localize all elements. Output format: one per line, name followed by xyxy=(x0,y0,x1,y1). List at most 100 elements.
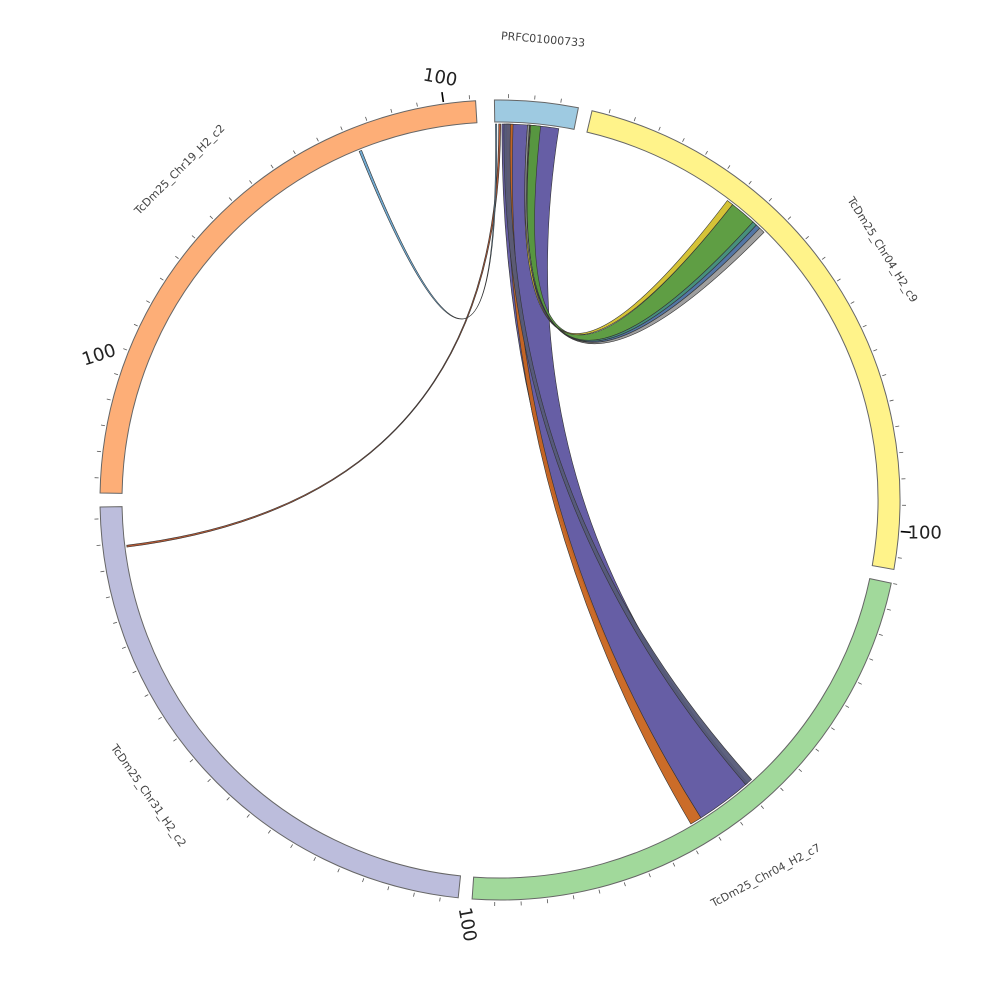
segment-tcdm25-chr04-h2-c9 xyxy=(586,110,901,571)
minor-tick xyxy=(390,108,393,113)
link-prfc01000733-to-tcdm25-chr04-h2-c7 xyxy=(503,123,753,786)
minor-tick xyxy=(146,300,150,304)
minor-tick xyxy=(313,857,316,861)
segment-tcdm25-chr04-h2-c7 xyxy=(471,577,892,901)
minor-tick xyxy=(787,216,792,220)
minor-tick xyxy=(889,399,894,402)
major-tick xyxy=(900,530,911,534)
minor-tick xyxy=(815,748,820,752)
tick-label-100: 100 xyxy=(421,64,458,91)
minor-tick xyxy=(189,759,194,763)
segment-label-prfc01000733: PRFC01000733 xyxy=(500,29,585,49)
minor-tick xyxy=(123,348,128,351)
minor-tick xyxy=(805,236,809,240)
minor-tick xyxy=(718,836,722,841)
segments-layer xyxy=(99,99,901,901)
ticks-layer xyxy=(94,91,911,906)
tick-label-100: 100 xyxy=(79,340,118,371)
minor-tick xyxy=(113,621,118,624)
minor-tick xyxy=(228,197,233,201)
minor-tick xyxy=(106,398,111,401)
minor-tick xyxy=(572,895,575,900)
minor-tick xyxy=(209,215,214,220)
minor-tick xyxy=(158,716,162,720)
minor-tick xyxy=(175,255,179,259)
segment-label-tcdm25-chr31-h2-c2: TcDm25_Chr31_H2_c2 xyxy=(108,741,189,849)
minor-tick xyxy=(114,373,119,376)
minor-tick xyxy=(893,583,898,585)
major-tick xyxy=(441,91,445,103)
minor-tick xyxy=(270,164,274,169)
link-prfc01000733-to-tcdm25-chr04-h2-c9 xyxy=(525,124,754,341)
minor-tick xyxy=(882,374,887,377)
segment-tcdm25-chr19-h2-c2 xyxy=(99,100,478,494)
tick-label-100: 100 xyxy=(908,522,942,543)
minor-tick xyxy=(133,323,138,327)
segment-prfc01000733 xyxy=(493,99,579,130)
minor-tick xyxy=(598,889,601,894)
minor-tick xyxy=(873,349,878,352)
segment-label-tcdm25-chr04-h2-c9: TcDm25_Chr04_H2_c9 xyxy=(844,194,920,305)
minor-tick xyxy=(413,892,415,897)
minor-tick xyxy=(682,138,685,143)
minor-tick xyxy=(623,882,626,887)
minor-tick xyxy=(878,633,883,636)
minor-tick xyxy=(267,829,271,834)
minor-tick xyxy=(869,658,874,661)
minor-tick xyxy=(658,126,661,131)
minor-tick xyxy=(897,557,902,559)
minor-tick xyxy=(895,425,900,428)
minor-tick xyxy=(159,277,164,281)
link-prfc01000733-to-tcdm25-chr04-h2-c9 xyxy=(524,124,765,344)
link-prfc01000733-to-tcdm25-chr19-h2-c2 xyxy=(358,123,498,320)
minor-tick xyxy=(132,670,137,674)
minor-tick xyxy=(760,805,764,809)
minor-tick xyxy=(144,694,149,697)
minor-tick xyxy=(340,126,343,131)
minor-tick xyxy=(105,596,110,599)
minor-tick xyxy=(831,727,835,731)
minor-tick xyxy=(387,886,390,891)
minor-tick xyxy=(173,738,177,742)
minor-tick xyxy=(780,787,784,792)
minor-tick xyxy=(100,570,105,573)
minor-tick xyxy=(672,862,676,867)
minor-tick xyxy=(798,768,802,772)
minor-tick xyxy=(316,137,319,142)
tick-label-100: 100 xyxy=(454,906,481,943)
minor-tick xyxy=(748,180,752,185)
minor-tick xyxy=(121,646,126,649)
minor-tick xyxy=(705,150,708,155)
minor-tick xyxy=(362,878,365,883)
minor-tick xyxy=(857,682,862,685)
minor-tick xyxy=(740,821,744,826)
minor-tick xyxy=(249,180,253,184)
segment-label-tcdm25-chr04-h2-c7: TcDm25_Chr04_H2_c7 xyxy=(708,841,823,910)
minor-tick xyxy=(648,873,651,878)
minor-tick xyxy=(290,844,293,849)
minor-tick xyxy=(850,301,855,304)
minor-tick xyxy=(768,198,772,202)
link-prfc01000733-to-tcdm25-chr31-h2-c2 xyxy=(126,123,501,548)
minor-tick xyxy=(100,424,105,427)
minor-tick xyxy=(886,608,891,611)
minor-tick xyxy=(633,117,636,122)
minor-tick xyxy=(862,324,867,328)
minor-tick xyxy=(696,850,699,855)
minor-tick xyxy=(246,814,250,818)
minor-tick xyxy=(207,778,211,783)
minor-tick xyxy=(292,150,296,155)
minor-tick xyxy=(560,98,562,103)
minor-tick xyxy=(845,705,850,708)
minor-tick xyxy=(191,235,196,239)
minor-tick xyxy=(226,797,230,801)
minor-tick xyxy=(836,278,841,282)
minor-tick xyxy=(727,165,731,169)
links-layer xyxy=(126,123,765,825)
segment-label-tcdm25-chr19-h2-c2: TcDm25_Chr19_H2_c2 xyxy=(131,122,227,218)
minor-tick xyxy=(416,102,418,107)
minor-tick xyxy=(439,897,441,902)
minor-tick xyxy=(337,868,340,873)
minor-tick xyxy=(821,256,826,260)
